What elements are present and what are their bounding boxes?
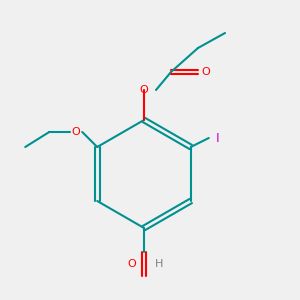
Text: H: H	[155, 259, 163, 269]
Text: O: O	[140, 85, 148, 95]
Text: O: O	[128, 259, 136, 269]
Text: I: I	[216, 131, 220, 145]
Text: O: O	[201, 67, 210, 77]
Text: O: O	[72, 127, 81, 137]
